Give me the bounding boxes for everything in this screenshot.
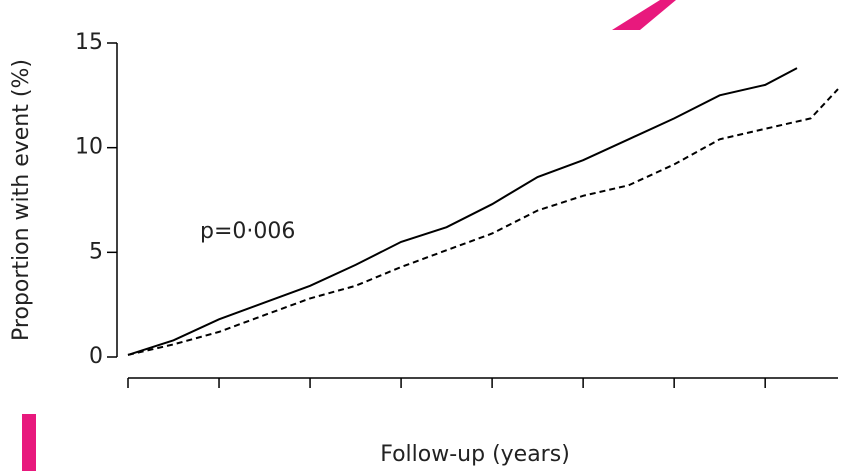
y-tick-label: 5	[89, 239, 103, 264]
series-line	[127, 67, 798, 356]
y-tick-label: 0	[89, 344, 103, 369]
x-axis-label: Follow-up (years)	[380, 442, 570, 467]
decorative-bar	[22, 414, 36, 471]
decorative-arrow	[612, 0, 676, 30]
y-tick-label: 15	[75, 30, 103, 55]
series-line	[127, 88, 839, 356]
annotation: p=0·006	[200, 219, 295, 244]
y-tick-label: 10	[75, 135, 103, 160]
y-axis-label: Proportion with event (%)	[9, 59, 34, 341]
